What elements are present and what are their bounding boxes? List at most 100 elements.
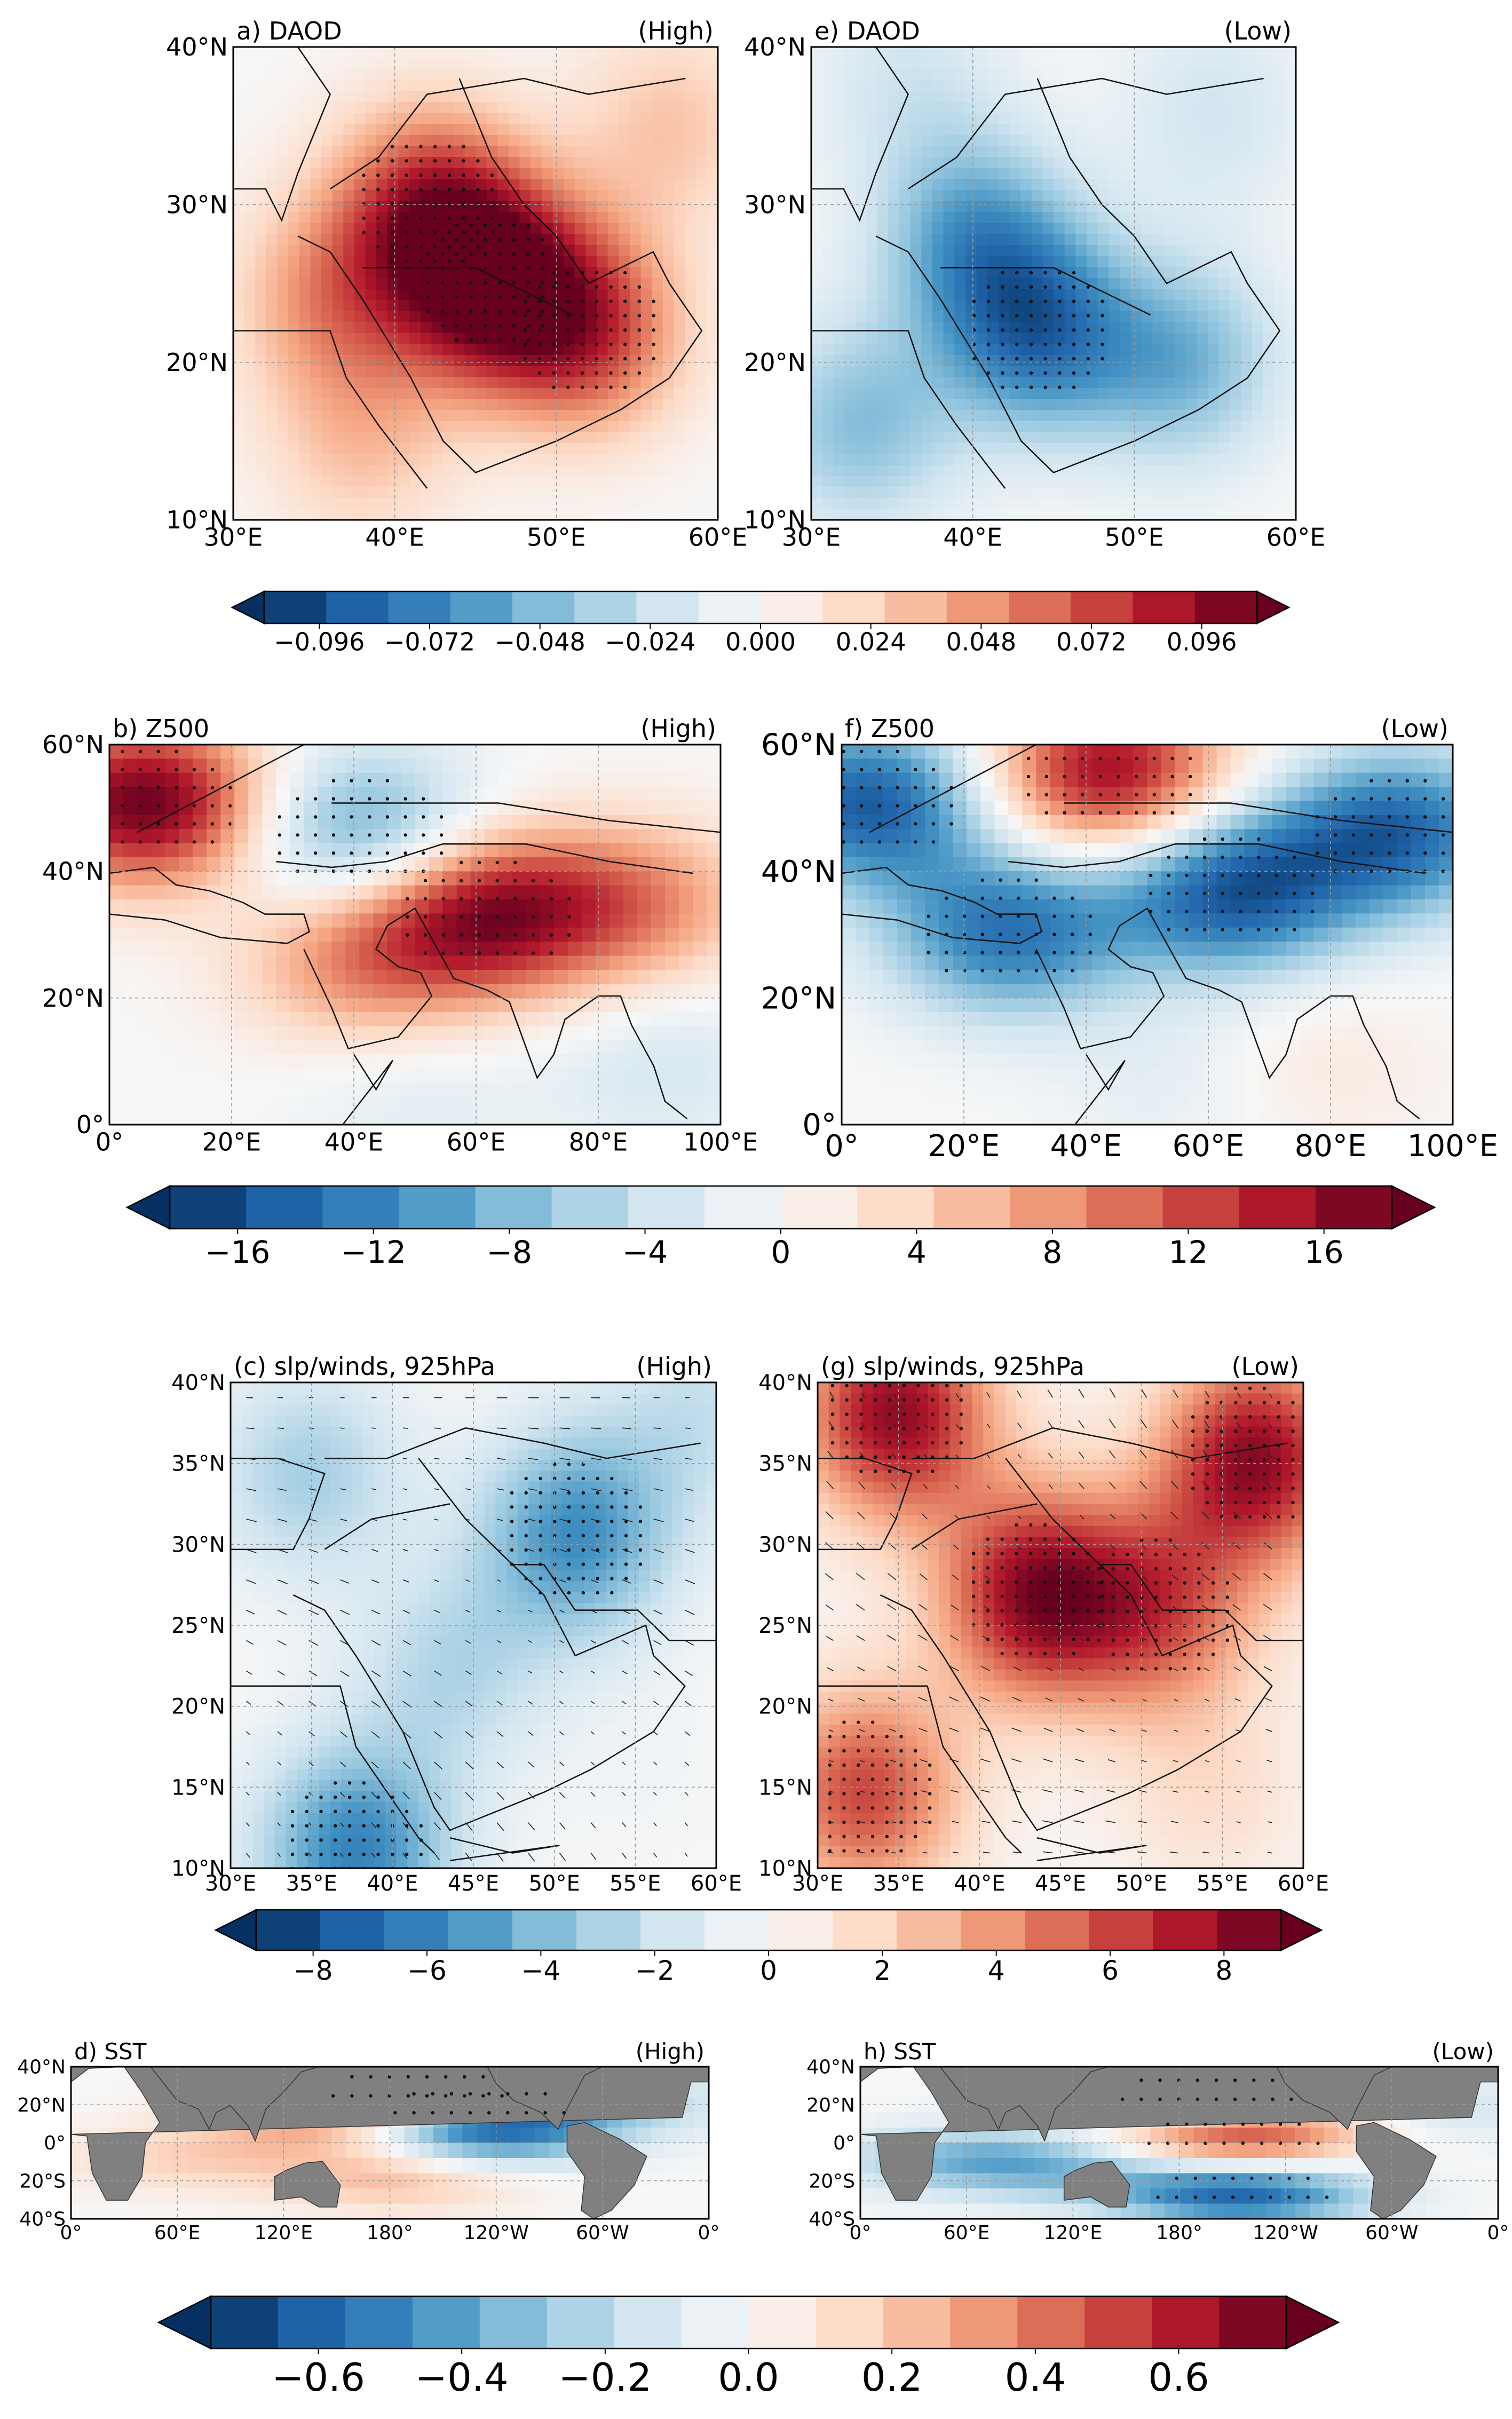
heatmap-cell [1185,299,1197,312]
heatmap-cell [531,135,542,147]
colorbar-segment [264,591,327,623]
heatmap-cell [1185,322,1197,334]
heatmap-cell [255,102,267,114]
heatmap-cell [707,124,718,136]
heatmap-cell [910,212,922,224]
heatmap-cell [244,322,256,334]
significance-dot [566,342,570,346]
heatmap-cell [597,80,608,92]
heatmap-cell [1097,410,1109,422]
significance-dot [405,245,408,249]
heatmap-cell [220,1012,235,1027]
heatmap-cell [1152,244,1165,257]
significance-dot [537,314,542,318]
heatmap-cell [401,1054,416,1069]
heatmap-cell [844,410,856,422]
heatmap-cell [932,124,944,136]
heatmap-cell [640,410,652,422]
heatmap-cell [1240,47,1253,59]
heatmap-cell [193,843,207,858]
heatmap-cell [1175,168,1186,180]
significance-dot [1072,342,1076,346]
heatmap-cell [976,344,988,355]
heatmap-cell [420,289,432,301]
heatmap-cell [373,899,388,914]
significance-dot [390,216,394,220]
heatmap-cell [662,399,675,410]
heatmap-cell [674,333,685,345]
heatmap-cell [277,256,289,267]
heatmap-cell [431,299,443,312]
heatmap-cell [1252,289,1263,301]
heatmap-cell [833,421,845,432]
heatmap-cell [508,432,520,444]
heatmap-cell [1185,354,1197,367]
heatmap-cell [674,476,685,487]
heatmap-cell [1064,69,1076,81]
heatmap-cell [1142,58,1153,69]
heatmap-cell [464,322,476,334]
heatmap-cell [266,58,278,69]
heatmap-cell [685,454,696,465]
heatmap-cell [512,843,527,858]
heatmap-cell [877,476,889,487]
heatmap-cell [470,1040,485,1055]
heatmap-cell [318,1040,333,1055]
heatmap-cell [1020,234,1032,246]
heatmap-cell [456,815,471,830]
heatmap-cell [844,432,856,444]
heatmap-cell [234,829,249,844]
heatmap-cell [855,399,867,410]
heatmap-cell [822,256,834,267]
heatmap-cell [207,1054,221,1069]
significance-dot [455,224,459,227]
significance-dot [469,252,473,256]
significance-dot [609,285,613,289]
heatmap-cell [255,278,267,290]
heatmap-cell [976,223,988,235]
heatmap-cell [276,1068,291,1083]
heatmap-cell [674,377,685,389]
heatmap-cell [844,223,856,235]
significance-dot [986,357,991,361]
heatmap-cell [1109,58,1120,69]
heatmap-cell [1175,454,1186,465]
heatmap-cell [220,1054,235,1069]
heatmap-cell [1175,289,1186,301]
heatmap-cell [1152,388,1165,400]
heatmap-cell [585,267,597,279]
heatmap-cell [290,1082,305,1097]
heatmap-cell [1075,91,1087,102]
heatmap-cell [476,377,487,389]
heatmap-cell [387,410,399,422]
heatmap-cell [464,388,476,400]
heatmap-cell [431,410,443,422]
heatmap-cell [365,388,377,400]
heatmap-cell [1142,113,1153,124]
heatmap-cell [1064,354,1076,367]
heatmap-cell [888,278,900,290]
significance-dot [552,371,556,375]
heatmap-cell [1075,289,1087,301]
heatmap-cell [1285,454,1296,465]
heatmap-cell [685,388,696,400]
heatmap-cell [652,442,663,455]
heatmap-cell [1031,509,1043,520]
heatmap-cell [277,497,289,510]
heatmap-cell [998,388,1010,400]
heatmap-cell [497,487,509,499]
heatmap-cell [1075,410,1087,422]
heatmap-cell [1218,80,1230,92]
heatmap-cell [662,189,675,202]
heatmap-cell [855,267,867,279]
heatmap-cell [345,942,360,956]
heatmap-cell [429,998,444,1013]
heatmap-cell [987,487,999,499]
heatmap-cell [531,465,542,477]
heatmap-cell [976,432,988,444]
heatmap-cell [442,885,457,900]
heatmap-cell [921,454,933,465]
heatmap-cell [453,113,465,124]
heatmap-cell [662,157,675,169]
heatmap-cell [376,256,388,267]
